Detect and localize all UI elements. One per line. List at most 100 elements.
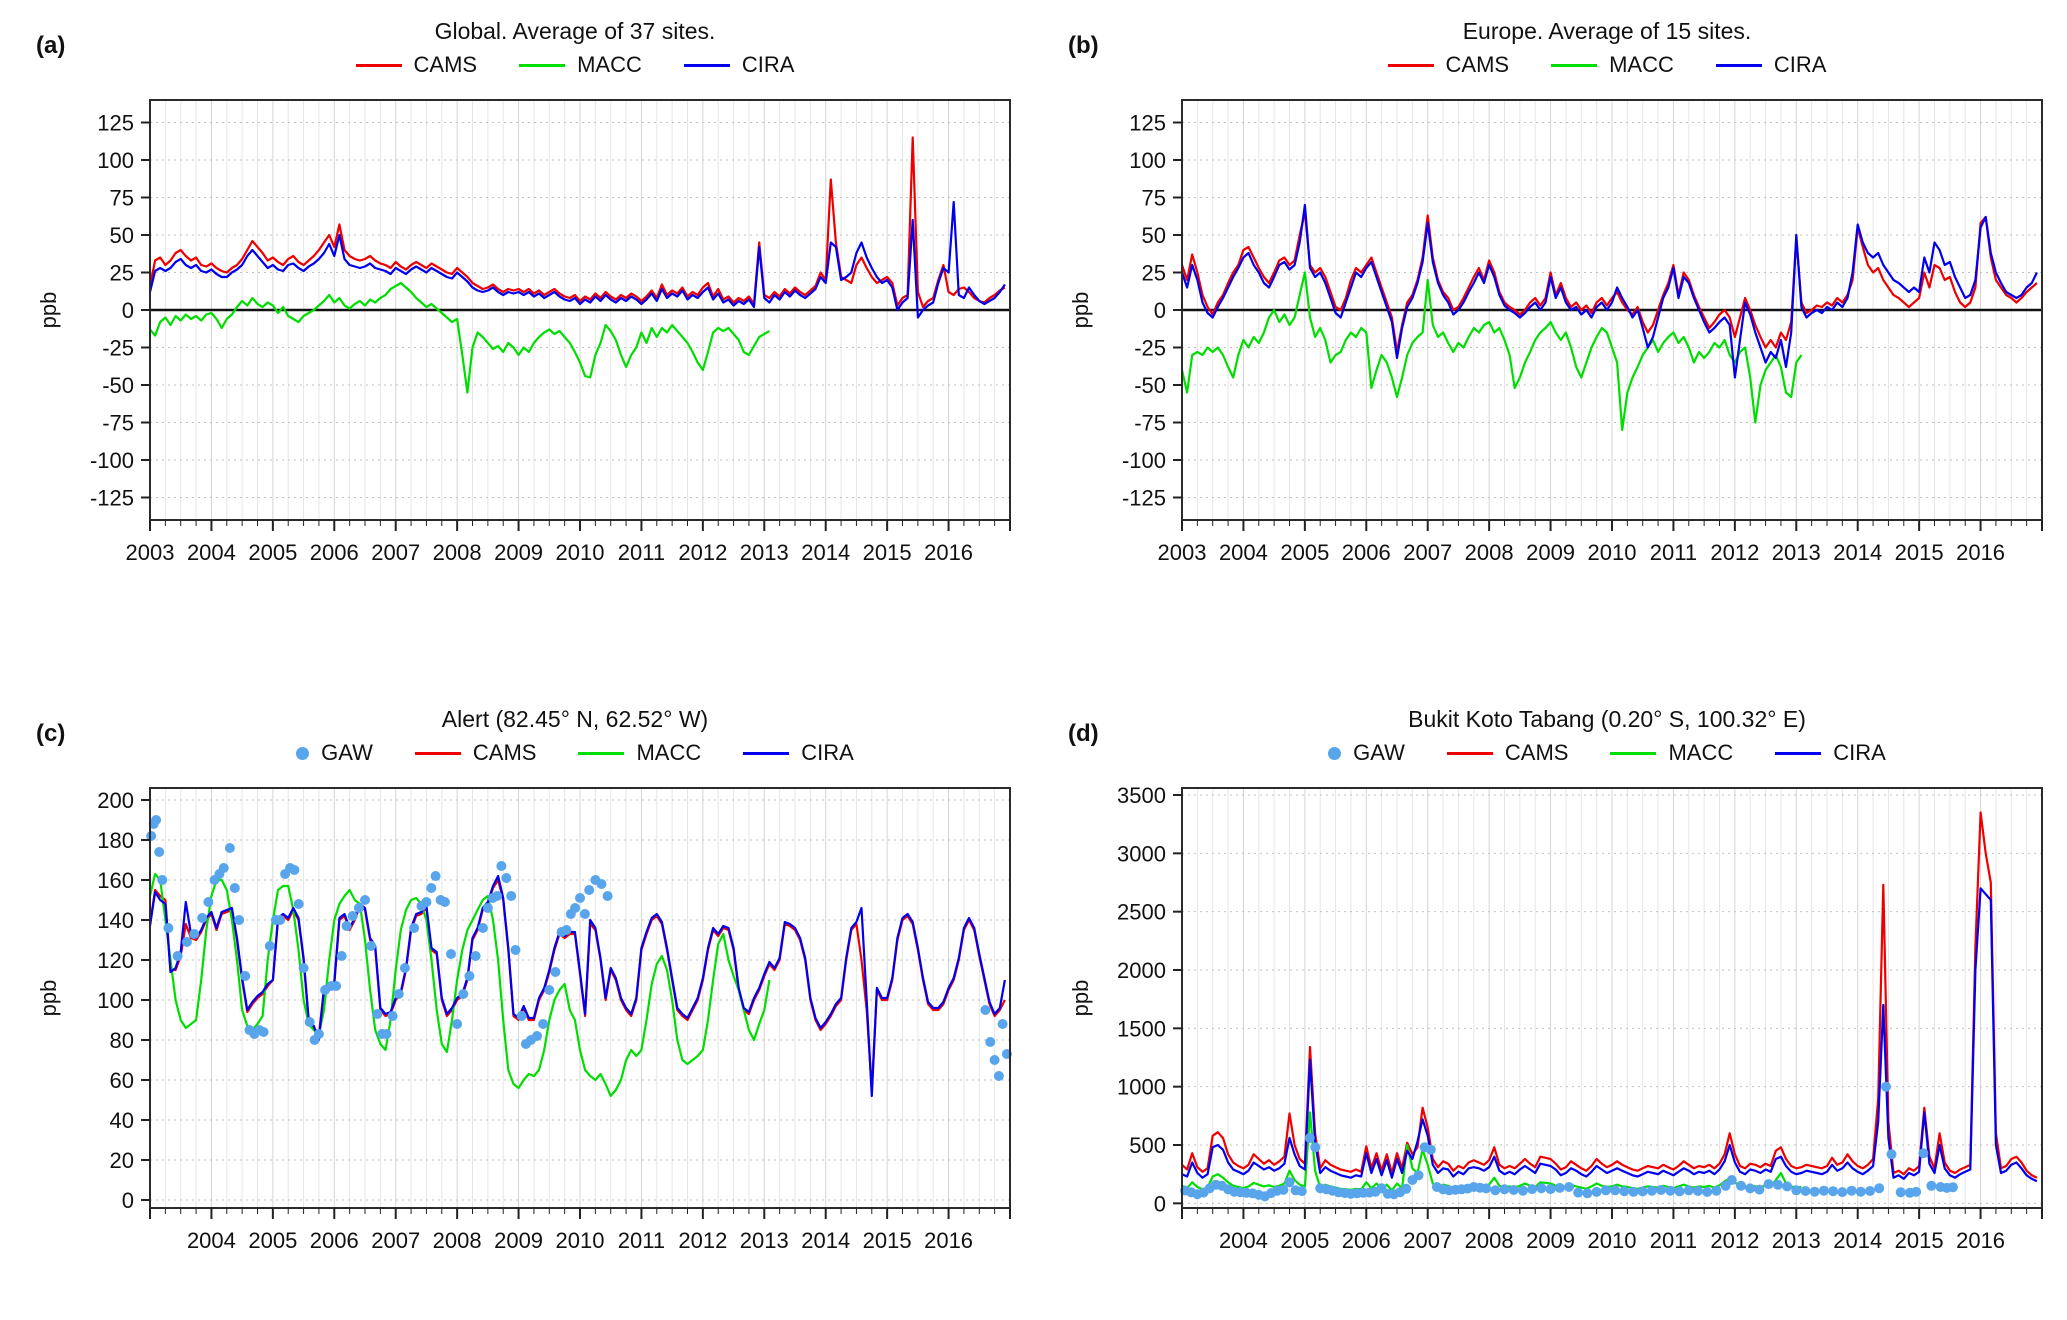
- data-point-gaw: [510, 945, 521, 955]
- x-tick-label: 2015: [863, 540, 912, 565]
- legend-item-cams: CAMS: [1387, 52, 1509, 78]
- x-tick-label: 2013: [740, 1228, 789, 1253]
- x-tick-label: 2009: [1526, 540, 1575, 565]
- data-point-gaw: [993, 1071, 1004, 1081]
- data-point-gaw: [570, 903, 581, 913]
- data-point-gaw: [258, 1027, 269, 1037]
- legend-item-macc: MACC: [519, 52, 642, 78]
- data-point-gaw: [1763, 1179, 1774, 1190]
- data-point-gaw: [1425, 1144, 1436, 1155]
- data-point-gaw: [1745, 1183, 1756, 1194]
- legend-dot-marker: [296, 746, 310, 760]
- data-point-gaw: [293, 899, 304, 909]
- data-point-gaw: [1911, 1186, 1922, 1197]
- data-point-gaw: [1926, 1180, 1937, 1191]
- data-point-gaw: [584, 885, 595, 895]
- data-point-gaw: [1726, 1175, 1737, 1185]
- y-tick-label: 3500: [1117, 783, 1166, 808]
- series-line-cams: [1181, 811, 2038, 1179]
- x-tick-label: 2014: [801, 1228, 850, 1253]
- legend-line-marker: [1775, 751, 1822, 755]
- data-point-gaw: [470, 951, 481, 961]
- data-point-gaw: [501, 873, 512, 883]
- panel-b: (b) Europe. Average of 15 sites. CAMS MAC…: [1062, 12, 2062, 632]
- data-point-gaw: [1637, 1186, 1648, 1197]
- y-tick-label: 0: [122, 1188, 134, 1213]
- panel-b-label: (b): [1068, 32, 1099, 59]
- y-tick-label: -75: [102, 411, 134, 436]
- gridlines: [150, 788, 1010, 1208]
- data-point-gaw: [163, 923, 174, 933]
- legend-line-marker: [743, 751, 790, 755]
- data-point-gaw: [985, 1037, 996, 1047]
- x-tick-label: 2005: [248, 1228, 297, 1253]
- data-point-gaw: [360, 895, 370, 905]
- data-point-gaw: [1401, 1183, 1412, 1194]
- data-point-gaw: [172, 951, 183, 961]
- x-tick-label: 2010: [556, 1228, 605, 1253]
- panel-c-label: (c): [36, 720, 66, 747]
- panel-c-title: Alert (82.45° N, 62.52° W): [441, 706, 709, 732]
- x-tick-label: 2003: [1158, 540, 1207, 565]
- panel-d-legend: GAW CAMS MACC CIRA: [1172, 740, 2042, 766]
- y-tick-label: -125: [1122, 486, 1166, 511]
- data-point-gaw: [1304, 1133, 1315, 1143]
- data-point-gaw: [1310, 1142, 1321, 1153]
- data-point-gaw: [234, 915, 245, 925]
- y-axis-title: ppb: [1068, 292, 1093, 329]
- x-tick-label: 2013: [1772, 540, 1821, 565]
- y-tick-label: -25: [102, 336, 134, 361]
- y-tick-label: 75: [110, 186, 134, 211]
- data-point-gaw: [240, 971, 251, 981]
- data-point-gaw: [151, 815, 162, 825]
- data-point-gaw: [1809, 1186, 1820, 1197]
- legend-item-cira: CIRA: [683, 52, 794, 78]
- y-tick-label: 100: [97, 988, 134, 1013]
- y-tick-label: 160: [97, 868, 134, 893]
- panel-a-legend: CAMS MACC CIRA: [140, 52, 1010, 78]
- data-point-gaw: [544, 985, 555, 995]
- data-point-gaw: [313, 1029, 324, 1039]
- legend-item-macc: MACC: [1610, 740, 1733, 766]
- data-point-gaw: [1554, 1182, 1565, 1193]
- legend-label: CIRA: [1773, 52, 1827, 77]
- legend-item-gaw: GAW: [296, 740, 373, 766]
- x-tick-label: 2013: [740, 540, 789, 565]
- legend-dot-marker: [1328, 746, 1342, 760]
- data-point-gaw: [341, 921, 352, 931]
- x-tick-label: 2003: [126, 540, 175, 565]
- y-tick-label: 0: [1154, 298, 1166, 323]
- x-tick-label: 2004: [187, 1228, 236, 1253]
- panel-a: (a) Global. Average of 37 sites. CAMS MAC…: [30, 12, 1030, 632]
- data-point-gaw: [1800, 1186, 1811, 1196]
- legend-label: GAW: [1353, 740, 1405, 765]
- y-tick-label: 40: [110, 1108, 134, 1133]
- data-point-gaw: [1564, 1182, 1574, 1192]
- data-point-gaw: [561, 925, 572, 935]
- data-point-gaw: [538, 1019, 549, 1029]
- x-tick-label: 2016: [924, 1228, 973, 1253]
- x-tick-label: 2004: [1219, 1228, 1268, 1253]
- series-line-cira: [1181, 887, 2038, 1183]
- series-line-macc: [149, 281, 770, 394]
- data-point-gaw: [997, 1019, 1008, 1029]
- x-tick-label: 2006: [1342, 1228, 1391, 1253]
- legend-label: MACC: [1668, 740, 1734, 765]
- x-tick-label: 2012: [1710, 540, 1759, 565]
- legend-line-marker: [1551, 63, 1598, 67]
- series-line-macc: [1180, 271, 1803, 432]
- data-point-gaw: [439, 897, 450, 907]
- x-tick-label: 2016: [1956, 1228, 2005, 1253]
- data-point-gaw: [1628, 1186, 1639, 1197]
- data-point-gaw: [1591, 1186, 1602, 1197]
- data-point-gaw: [1918, 1148, 1929, 1159]
- y-tick-label: 100: [1129, 148, 1166, 173]
- panel-a-label: (a): [36, 32, 66, 59]
- data-point-gaw: [1895, 1187, 1906, 1198]
- x-tick-label: 2015: [1895, 540, 1944, 565]
- data-point-gaw: [1296, 1186, 1307, 1197]
- series-line-cira: [148, 874, 1006, 1098]
- data-point-gaw: [409, 923, 420, 933]
- y-tick-label: 75: [1142, 186, 1166, 211]
- series-line-cams: [148, 136, 1006, 309]
